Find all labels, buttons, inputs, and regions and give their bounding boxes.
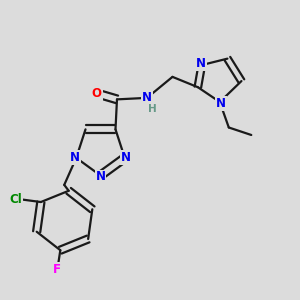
Text: N: N — [196, 57, 206, 70]
Text: N: N — [142, 92, 152, 104]
Text: N: N — [121, 152, 131, 164]
Text: N: N — [216, 97, 226, 110]
Text: O: O — [92, 87, 102, 100]
Text: H: H — [148, 104, 157, 114]
Text: Cl: Cl — [10, 193, 22, 206]
Text: N: N — [95, 170, 106, 184]
Text: F: F — [53, 263, 61, 276]
Text: N: N — [70, 152, 80, 164]
